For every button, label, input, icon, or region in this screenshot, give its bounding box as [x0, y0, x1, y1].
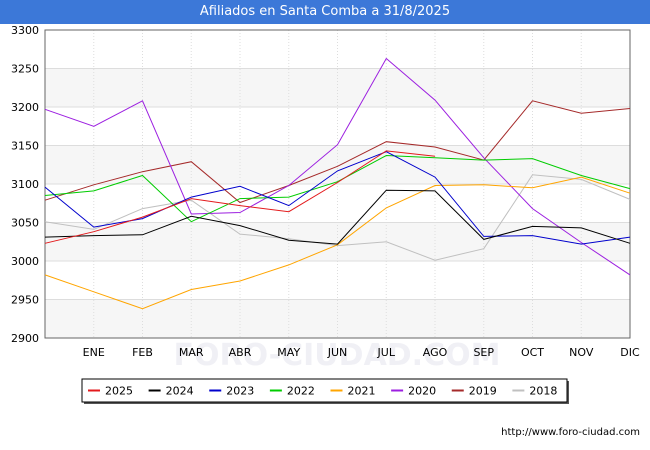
x-tick-label: MAR: [179, 346, 204, 359]
legend-label-2019: 2019: [469, 385, 497, 398]
legend-box: [81, 378, 568, 403]
series-line-2022: [44, 154, 631, 223]
watermark: FORO-CIUDAD.COM: [174, 338, 501, 373]
series-line-2019: [44, 100, 631, 204]
y-tick-label: 3300: [11, 24, 39, 37]
y-tick-label: 2950: [11, 294, 39, 307]
x-tick-label: JUN: [327, 346, 348, 359]
x-tick-label: NOV: [569, 346, 594, 359]
y-tick-label: 3100: [11, 178, 39, 191]
x-tick-label: AGO: [423, 346, 448, 359]
series-line-2018: [44, 174, 631, 261]
x-tick-label: DIC: [620, 346, 640, 359]
legend-label-2018: 2018: [529, 385, 557, 398]
x-axis-ticks: ENE FEB MAR ABR MAY JUN JUL AGO SEP OCT NOV DIC: [83, 346, 640, 359]
series-line-2023: [44, 151, 631, 245]
series-line-2021: [44, 176, 631, 310]
y-tick-label: 3150: [11, 140, 39, 153]
x-tick-label: ABR: [229, 346, 252, 359]
legend-label-2021: 2021: [348, 385, 376, 398]
series-lines: [44, 57, 631, 310]
y-tick-label: 3200: [11, 101, 39, 114]
x-tick-label: ENE: [83, 346, 105, 359]
x-tick-label: OCT: [521, 346, 544, 359]
x-tick-label: FEB: [132, 346, 153, 359]
y-tick-label: 3050: [11, 217, 39, 230]
x-tick-label: SEP: [473, 346, 494, 359]
legend-label-2022: 2022: [287, 385, 315, 398]
legend-label-2023: 2023: [226, 385, 254, 398]
y-tick-label: 3250: [11, 63, 39, 76]
legend-label-2024: 2024: [166, 385, 194, 398]
x-tick-label: MAY: [277, 346, 300, 359]
chart-title: Afiliados en Santa Comba a 31/8/2025: [0, 0, 650, 24]
footer-url: http://www.foro-ciudad.com: [501, 427, 640, 438]
legend: 2025 2024 2023 2022 2021 2020 2019 2018: [81, 378, 569, 404]
series-line-2024: [44, 189, 631, 245]
series-line-2025: [44, 150, 436, 244]
x-tick-label: JUL: [377, 346, 396, 359]
y-axis-ticks: 2900 2950 3000 3050 3100 3150 3200 3250 3300: [11, 24, 39, 345]
series-line-2020: [44, 57, 631, 276]
y-tick-label: 2900: [11, 332, 39, 345]
legend-label-2025: 2025: [105, 385, 133, 398]
y-tick-label: 3000: [11, 255, 39, 268]
legend-label-2020: 2020: [408, 385, 436, 398]
plot-frame: [44, 29, 631, 339]
